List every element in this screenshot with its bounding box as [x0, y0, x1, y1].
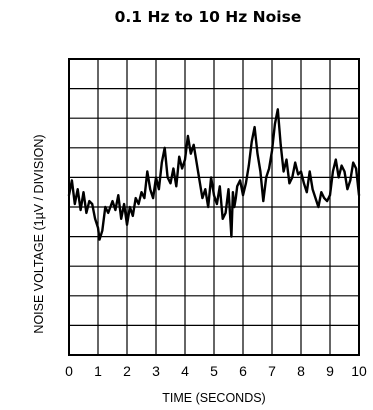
chart-title: 0.1 Hz to 10 Hz Noise [115, 8, 302, 26]
x-tick-label: 9 [326, 363, 334, 379]
plot-frame [68, 58, 360, 356]
x-tick-label: 5 [210, 363, 218, 379]
x-tick-label: 8 [297, 363, 305, 379]
x-axis-label: TIME (SECONDS) [162, 391, 265, 405]
x-tick-label: 3 [152, 363, 160, 379]
x-tick-label: 10 [351, 363, 367, 379]
x-tick-label: 4 [181, 363, 189, 379]
x-tick-label: 7 [268, 363, 276, 379]
x-tick-label: 6 [239, 363, 247, 379]
x-tick-label: 0 [65, 363, 73, 379]
x-tick-labels: 0 1 2 3 4 5 6 7 8 9 10 [65, 363, 367, 379]
chart-grid [69, 59, 359, 355]
x-tick-label: 2 [123, 363, 131, 379]
noise-trace [67, 108, 361, 241]
y-axis-label: NOISE VOLTAGE (1µV / DIVISION) [32, 134, 46, 333]
x-tick-label: 1 [94, 363, 102, 379]
